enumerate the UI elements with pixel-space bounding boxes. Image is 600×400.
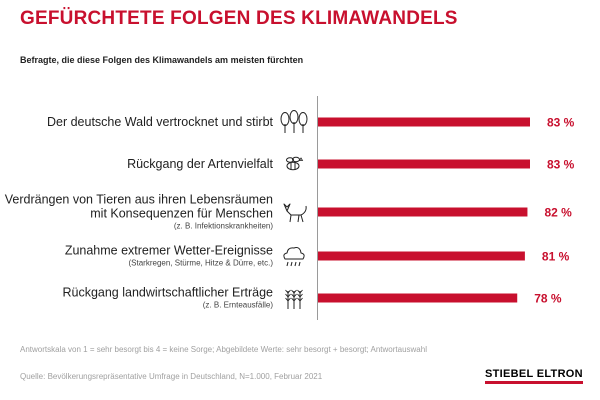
bar-rows: Der deutsche Wald vertrocknet und stirbt… [5, 110, 575, 310]
bar [318, 207, 528, 217]
category-label: mit Konsequenzen für Menschen [90, 207, 273, 221]
footnote: Antwortskala von 1 = sehr besorgt bis 4 … [20, 345, 427, 354]
bee-icon [286, 156, 304, 171]
rain-cloud-icon [283, 247, 305, 267]
value-label: 83 % [547, 116, 575, 130]
value-label: 82 % [544, 206, 572, 220]
bar [318, 251, 525, 261]
chart-title: GEFÜRCHTETE FOLGEN DES KLIMAWANDELS [20, 8, 458, 29]
brand-logo: STIEBEL ELTRON [485, 368, 583, 384]
category-note: (z. B. Infektionskrankheiten) [174, 222, 273, 231]
value-label: 81 % [542, 250, 570, 264]
wheat-icon [285, 289, 303, 309]
bar [318, 117, 530, 127]
category-note: (Starkregen, Stürme, Hitze & Dürre, etc.… [129, 259, 274, 268]
category-label: Verdrängen von Tieren aus ihren Lebensrä… [5, 193, 273, 207]
category-label: Rückgang landwirtschaftlicher Erträge [62, 286, 273, 300]
trees-icon [280, 110, 308, 133]
bar [318, 159, 530, 169]
fox-icon [283, 203, 307, 223]
category-label: Rückgang der Artenvielfalt [127, 157, 273, 171]
value-label: 83 % [547, 158, 575, 172]
chart-subtitle: Befragte, die diese Folgen des Klimawand… [20, 55, 304, 65]
source-note: Quelle: Bevölkerungsrepräsentative Umfra… [20, 372, 323, 381]
category-label: Der deutsche Wald vertrocknet und stirbt [47, 115, 274, 129]
value-label: 78 % [534, 292, 562, 306]
bar [318, 293, 518, 303]
category-note: (z. B. Ernteausfälle) [203, 301, 274, 310]
category-label: Zunahme extremer Wetter-Ereignisse [65, 244, 273, 258]
